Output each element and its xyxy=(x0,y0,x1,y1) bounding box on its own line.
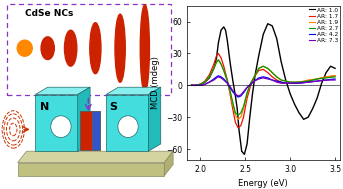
Text: S: S xyxy=(109,102,117,112)
X-axis label: Energy (eV): Energy (eV) xyxy=(238,179,288,188)
Legend: AR: 1.0, AR: 1.7, AR: 1.9, AR: 2.7, AR: 4.2, AR: 7.3: AR: 1.0, AR: 1.7, AR: 1.9, AR: 2.7, AR: … xyxy=(308,7,339,44)
Polygon shape xyxy=(80,111,92,150)
Ellipse shape xyxy=(118,116,138,138)
Bar xyxy=(7,4,172,94)
Ellipse shape xyxy=(51,116,71,138)
Polygon shape xyxy=(78,87,90,151)
Polygon shape xyxy=(35,87,90,94)
Ellipse shape xyxy=(17,40,32,56)
Y-axis label: MCD (mdeg): MCD (mdeg) xyxy=(151,56,161,109)
Polygon shape xyxy=(92,111,100,150)
Text: CdSe NCs: CdSe NCs xyxy=(25,9,73,18)
Polygon shape xyxy=(35,94,78,151)
Ellipse shape xyxy=(41,37,54,60)
Ellipse shape xyxy=(115,14,125,82)
Ellipse shape xyxy=(64,30,77,66)
Ellipse shape xyxy=(90,23,101,74)
Polygon shape xyxy=(149,87,161,151)
Polygon shape xyxy=(106,94,149,151)
Bar xyxy=(80,111,100,150)
Polygon shape xyxy=(18,151,173,163)
Text: N: N xyxy=(40,102,50,112)
Ellipse shape xyxy=(140,5,150,92)
Polygon shape xyxy=(18,163,164,176)
Polygon shape xyxy=(164,151,173,176)
Polygon shape xyxy=(106,87,161,94)
